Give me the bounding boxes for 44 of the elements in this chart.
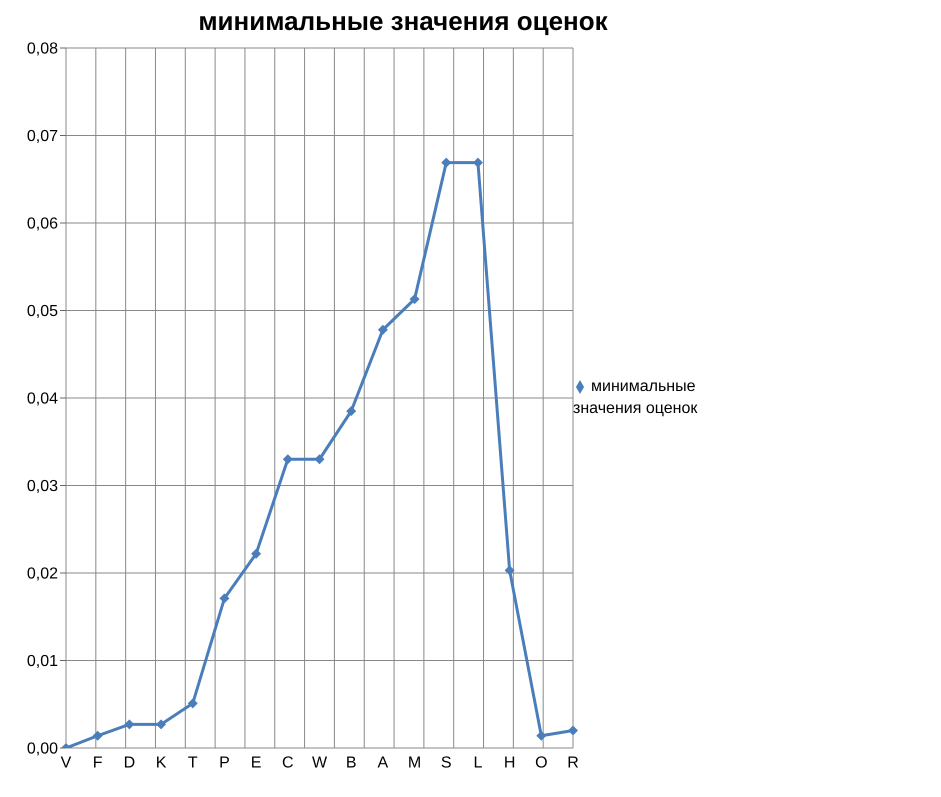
x-tick-label: P	[219, 754, 230, 772]
y-tick-label: 0,08	[26, 40, 58, 58]
y-tick-label: 0,03	[26, 478, 58, 496]
x-tick-label: K	[156, 754, 167, 772]
point	[504, 565, 515, 576]
y-tick-label: 0,05	[26, 303, 58, 320]
x-tick-label: F	[92, 754, 103, 772]
x-tick-label: T	[188, 754, 198, 772]
legend-label: минимальные значения оценок	[573, 378, 698, 417]
y-tick-label: 0,04	[26, 390, 58, 408]
x-tick-label: A	[378, 754, 389, 772]
point	[314, 454, 324, 464]
point	[410, 294, 420, 304]
x-tick-label: C	[282, 754, 294, 772]
x-tick-label: V	[60, 754, 72, 772]
point	[124, 719, 134, 730]
point	[568, 726, 578, 736]
point	[219, 593, 230, 604]
point	[156, 719, 166, 730]
x-tick-label: L	[473, 754, 482, 772]
point	[282, 454, 293, 464]
x-tick-label: M	[408, 754, 422, 772]
point	[92, 730, 103, 741]
x-tick-label: R	[567, 754, 579, 772]
x-tick-label: B	[346, 754, 357, 772]
x-tick-label: H	[504, 754, 516, 772]
x-tick-label: S	[440, 754, 452, 772]
point	[251, 548, 262, 559]
x-tick-label: E	[250, 754, 262, 772]
y-tick-label: 0,01	[26, 653, 58, 670]
point	[346, 406, 356, 416]
chart-title: минимальные значения оценок	[198, 6, 609, 36]
y-tick-label: 0,07	[26, 128, 58, 146]
x-tick-label: W	[312, 754, 328, 772]
y-tick-label: 0,00	[26, 740, 58, 758]
point	[378, 324, 388, 335]
y-tick-label: 0,02	[26, 566, 58, 583]
point	[441, 158, 452, 168]
x-tick-label: D	[124, 754, 136, 772]
point	[188, 698, 198, 708]
x-tick-label: O	[535, 754, 548, 772]
point	[472, 158, 483, 168]
point	[536, 730, 546, 741]
y-tick-label: 0,06	[26, 216, 58, 233]
